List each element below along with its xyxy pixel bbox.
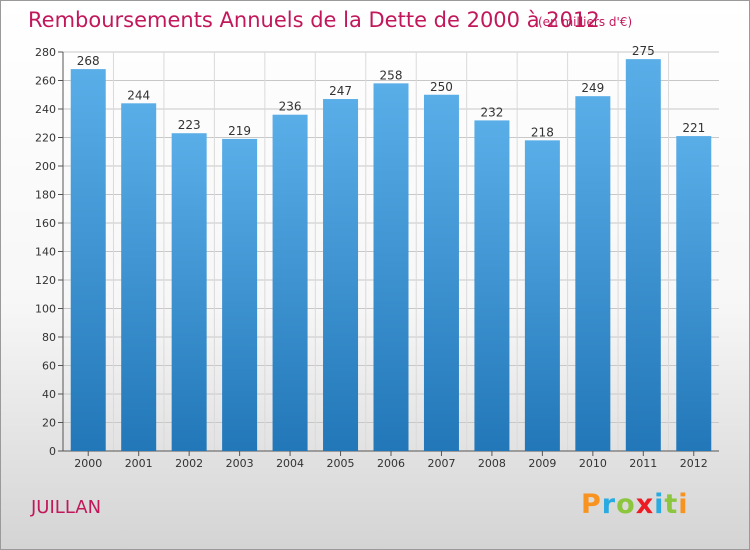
bar-value-label: 247: [329, 84, 352, 98]
bar: [474, 120, 510, 452]
bar: [423, 94, 459, 451]
x-tick-label: 2006: [377, 457, 405, 470]
bar: [70, 69, 106, 451]
bar: [222, 138, 258, 452]
bar-value-label: 249: [581, 81, 604, 95]
bar: [121, 103, 157, 452]
bars: [70, 59, 712, 452]
x-tick-label: 2007: [427, 457, 455, 470]
bar: [575, 96, 611, 452]
logo-letter: t: [664, 489, 679, 520]
y-tick-label: 20: [42, 417, 56, 430]
bar: [171, 133, 207, 451]
x-tick-label: 2010: [579, 457, 607, 470]
x-tick-label: 2011: [629, 457, 657, 470]
y-tick-label: 260: [35, 75, 56, 88]
bar-value-label: 221: [682, 121, 705, 135]
bar: [625, 59, 661, 451]
x-tick-label: 2001: [125, 457, 153, 470]
bar-value-label: 236: [279, 100, 302, 114]
y-tick-label: 180: [35, 189, 56, 202]
logo-letter: r: [601, 489, 617, 520]
bar: [323, 99, 359, 452]
y-tick-label: 200: [35, 160, 56, 173]
bar-value-label: 244: [127, 88, 150, 102]
x-tick-label: 2012: [680, 457, 708, 470]
chart-title: Remboursements Annuels de la Dette de 20…: [28, 8, 600, 32]
bar-value-label: 218: [531, 125, 554, 139]
bar-value-label: 232: [480, 105, 503, 119]
bar-value-label: 258: [380, 68, 403, 82]
bar: [373, 83, 409, 451]
bar-value-label: 250: [430, 80, 453, 94]
y-tick-label: 240: [35, 103, 56, 116]
x-tick-label: 2005: [327, 457, 355, 470]
y-tick-label: 100: [35, 303, 56, 316]
bar-value-label: 275: [632, 44, 655, 58]
x-tick-label: 2008: [478, 457, 506, 470]
y-tick-label: 220: [35, 132, 56, 145]
bar: [524, 140, 560, 451]
proxiti-logo[interactable]: Proxiti: [581, 489, 689, 520]
bar-value-label: 219: [228, 124, 251, 138]
logo-letter: i: [654, 489, 665, 520]
x-tick-label: 2003: [226, 457, 254, 470]
logo-letter: i: [678, 489, 689, 520]
x-tick-label: 2004: [276, 457, 304, 470]
y-tick-label: 140: [35, 246, 56, 259]
y-tick-label: 120: [35, 274, 56, 287]
y-tick-label: 0: [49, 445, 56, 458]
x-tick-label: 2002: [175, 457, 203, 470]
bar-value-label: 268: [77, 54, 100, 68]
y-tick-label: 280: [35, 46, 56, 59]
y-tick-label: 160: [35, 217, 56, 230]
commune-name: JUILLAN: [31, 497, 102, 518]
bar: [272, 114, 308, 451]
y-tick-label: 80: [42, 331, 56, 344]
x-tick-label: 2009: [528, 457, 556, 470]
y-tick-label: 40: [42, 388, 56, 401]
x-tick-label: 2000: [74, 457, 102, 470]
logo-letter: x: [635, 489, 655, 520]
chart-unit: (en milliers d'€): [538, 15, 633, 29]
y-tick-label: 60: [42, 360, 56, 373]
logo-letter: o: [616, 489, 636, 520]
logo-letter: P: [581, 489, 602, 520]
bar: [676, 136, 712, 451]
labels: 0 20 40 60 80 100 120 140 160 180 200 220 240 260 280 2…: [35, 44, 708, 470]
bar-value-label: 223: [178, 118, 201, 132]
